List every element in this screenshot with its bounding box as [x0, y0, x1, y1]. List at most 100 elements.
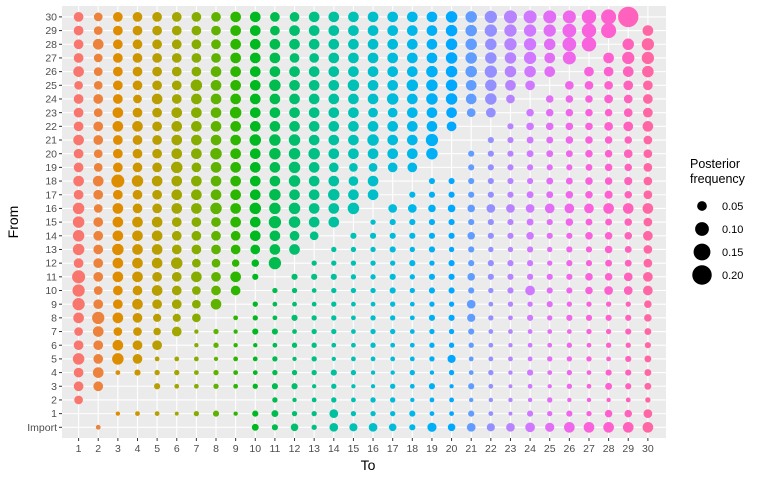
- bubble-point: [623, 94, 633, 104]
- bubble-point: [604, 190, 613, 199]
- bubble-point: [526, 191, 534, 199]
- bubble-point: [643, 258, 653, 268]
- bubble-point: [309, 231, 319, 241]
- bubble-point: [191, 12, 202, 22]
- bubble-point: [73, 94, 84, 104]
- y-tick-label: 22: [45, 121, 57, 133]
- bubble-point: [171, 271, 182, 282]
- bubble-point: [586, 397, 592, 403]
- bubble-point: [581, 23, 597, 38]
- x-tick-label: 23: [505, 443, 517, 455]
- bubble-point: [508, 411, 513, 416]
- bubble-point: [308, 25, 320, 36]
- bubble-point: [465, 65, 477, 78]
- bubble-point: [73, 258, 84, 269]
- bubble-point: [269, 188, 281, 201]
- bubble-point: [507, 246, 514, 253]
- bubble-point: [153, 313, 162, 322]
- bubble-point: [605, 328, 612, 335]
- bubble-point: [624, 176, 633, 186]
- bubble-point: [72, 270, 86, 284]
- bubble-point: [585, 246, 593, 253]
- bubble-point: [468, 150, 475, 157]
- bubble-point: [230, 148, 241, 160]
- bubble-point: [249, 38, 261, 50]
- bubble-point: [641, 38, 655, 51]
- bubble-point: [132, 271, 143, 283]
- bubble-point: [132, 121, 143, 132]
- bubble-point: [348, 52, 359, 64]
- bubble-point: [268, 256, 282, 270]
- bubble-point: [525, 204, 535, 213]
- bubble-point: [445, 93, 458, 105]
- bubble-point: [311, 260, 317, 266]
- bubble-point: [605, 382, 613, 390]
- bubble-point: [504, 38, 517, 51]
- bubble-point: [425, 133, 439, 147]
- bubble-point: [171, 285, 182, 296]
- bubble-point: [622, 421, 634, 433]
- bubble-point: [92, 326, 104, 337]
- bubble-point: [73, 381, 84, 392]
- bubble-point: [507, 191, 514, 198]
- bubble-point: [429, 370, 435, 375]
- bubble-point: [115, 370, 121, 375]
- x-tick-label: 17: [387, 443, 399, 455]
- bubble-point: [132, 230, 143, 242]
- bubble-point: [249, 189, 261, 201]
- bubble-point: [113, 94, 123, 104]
- bubble-point: [308, 134, 320, 146]
- bubble-point: [409, 369, 415, 376]
- bubble-point: [468, 246, 475, 253]
- bubble-point: [370, 315, 376, 321]
- bubble-point: [269, 107, 281, 118]
- bubble-point: [230, 93, 241, 105]
- bubble-point: [328, 134, 340, 146]
- bubble-point: [311, 384, 317, 389]
- bubble-point: [134, 369, 141, 376]
- bubble-point: [211, 285, 221, 296]
- bubble-point: [311, 288, 317, 293]
- bubble-point: [428, 273, 436, 280]
- bubble-point: [92, 367, 104, 378]
- bubble-point: [409, 383, 415, 389]
- bubble-point: [93, 354, 104, 364]
- bubble-point: [387, 134, 399, 146]
- bubble-point: [328, 38, 340, 50]
- bubble-point: [527, 383, 533, 389]
- bubble-point: [367, 121, 379, 132]
- y-tick-label: 5: [51, 354, 57, 366]
- y-tick-label: 11: [46, 271, 57, 283]
- bubble-point: [468, 287, 475, 294]
- bubble-point: [92, 38, 104, 50]
- bubble-point: [527, 329, 533, 334]
- bubble-point: [93, 189, 104, 200]
- bubble-point: [465, 24, 477, 37]
- bubble-point: [72, 202, 85, 215]
- bubble-point: [350, 287, 357, 294]
- bubble-point: [230, 175, 241, 187]
- bubble-point: [351, 384, 356, 389]
- bubble-point: [504, 52, 517, 64]
- bubble-point: [347, 202, 360, 215]
- bubble-point: [624, 218, 633, 226]
- bubble-point: [546, 219, 553, 226]
- bubble-point: [112, 353, 124, 365]
- bubble-point: [625, 397, 631, 403]
- bubble-point: [191, 203, 202, 214]
- bubble-point: [330, 273, 337, 280]
- bubble-point: [390, 410, 396, 417]
- bubble-point: [566, 273, 573, 280]
- bubble-point: [566, 356, 573, 362]
- bubble-point: [565, 190, 574, 199]
- bubble-point: [194, 343, 199, 348]
- bubble-point: [644, 314, 652, 322]
- bubble-point: [487, 164, 494, 171]
- x-tick-label: 24: [524, 443, 536, 455]
- bubble-point: [348, 121, 359, 132]
- bubble-point: [507, 136, 514, 144]
- bubble-point: [289, 79, 300, 91]
- bubble-point: [210, 134, 222, 146]
- bubble-point: [643, 107, 653, 118]
- bubble-point: [171, 107, 183, 118]
